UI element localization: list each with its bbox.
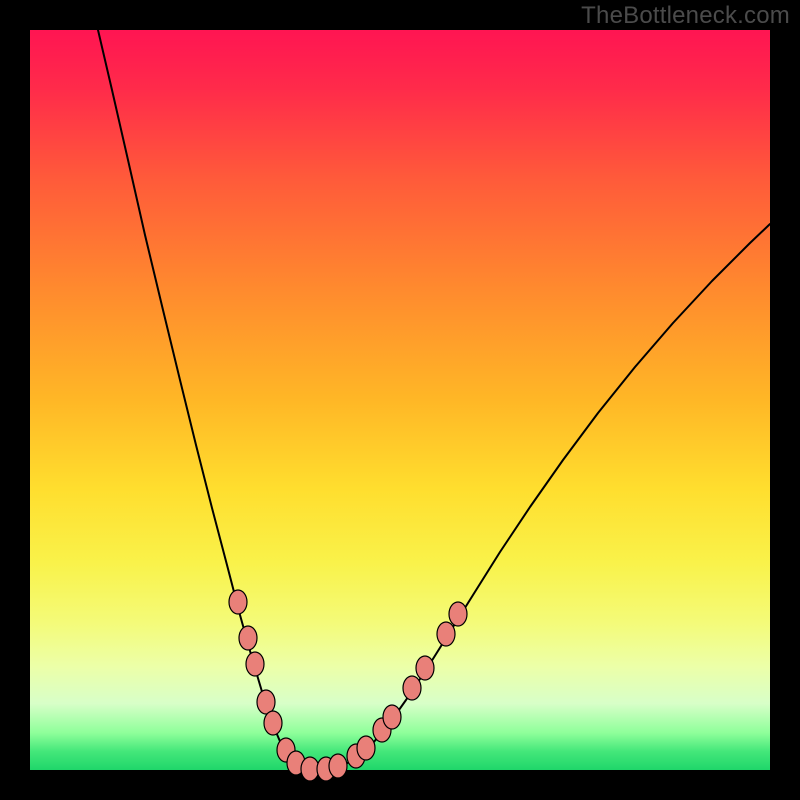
chart-container: TheBottleneck.com	[0, 0, 800, 800]
chart-svg	[0, 0, 800, 800]
watermark-text: TheBottleneck.com	[581, 2, 790, 30]
